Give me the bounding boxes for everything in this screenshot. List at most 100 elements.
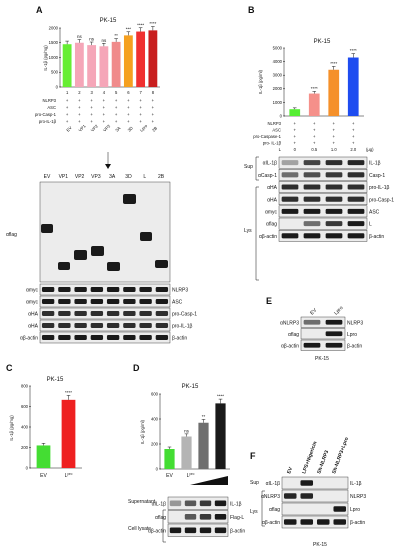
row-mark: + [90,112,93,117]
blot-protein-label: IL-1β [369,161,381,167]
row-mark: + [103,112,106,117]
blot-protein-label: ASC [369,210,380,216]
y-tick-label: 2000 [49,25,59,30]
blot-band [139,311,152,316]
category-label: Lpro [65,472,73,479]
blot-band [281,160,299,166]
blot-band [58,323,71,328]
blot-band [106,299,120,304]
row-mark: + [152,98,155,103]
flag-band-vp3 [91,246,104,256]
blot-band [325,208,343,214]
row-mark: + [127,112,130,117]
y-tick-label: 0 [280,113,283,118]
row-mark: + [313,128,316,133]
blot-band [300,493,314,499]
blot-band [41,335,55,340]
blot-band [123,299,136,304]
flag-band-vp1 [58,262,70,270]
blot-band [139,299,152,304]
row-mark: + [90,98,93,103]
blot-antibody-label: αflag [155,515,166,521]
y-tick-label: 200 [151,441,159,446]
blot-band [214,500,227,507]
y-tick-label: 500 [51,70,59,75]
category-label: Lpro [187,472,195,479]
blot-band [303,319,321,325]
lane-number: 2 [78,90,81,95]
blot-lane-label: LPS+Nigericin [301,441,318,475]
panel-e-letter: E [266,296,272,306]
blot-band [325,196,343,202]
significance-label: *** [126,26,132,31]
blot-band [155,311,169,316]
blot-band [199,500,212,507]
row-mark: + [127,98,130,103]
row-label: pro-Casp-1 [35,112,57,117]
blot-antibody-label: αβ-actin [148,528,166,534]
blot-band [106,311,120,316]
panel-c: C PK-15 IL-1β (pg/mg) 0 200 400 600 800 **** E… [6,363,82,479]
blot-antibody-label: αflag [269,507,280,513]
blot-band [106,323,120,328]
panel-c-letter: C [6,363,13,373]
row-mark: + [90,105,93,110]
row-mark: + [139,105,142,110]
bar-0 [289,109,301,116]
blot-antibody-label: αCasp-1 [258,173,277,179]
panel-a-category-labels: EV VP1 VP2 VP3 3A 3D Lpro 2B [65,123,158,133]
blot-band [74,323,87,328]
blot-lane-label: 2B [158,174,165,180]
blot-lane-label: EV [286,466,294,475]
row-mark: + [115,119,118,124]
significance-label: **** [137,22,144,27]
row-mark: + [352,121,355,126]
lane-number: 8 [152,90,155,95]
blot-protein-label: L [369,222,372,228]
y-tick-label: 600 [151,391,159,396]
blot-band [58,311,71,316]
blot-band [184,513,197,520]
panel-d-letter: D [133,363,140,373]
category-label: VP2 [90,123,100,133]
blot-band [199,513,212,520]
blot-protein-label: pro-Casp-1 [369,197,394,203]
blot-band [303,221,321,227]
significance-label: ** [114,33,118,38]
bar-lpro [61,399,76,468]
row-mark: + [333,134,336,139]
blot-band [347,208,365,214]
row-mark: + [152,105,155,110]
blot-protein-label: β-actin [230,528,245,534]
blot-protein-label: IL-1β [230,501,242,507]
blot-protein-label: Lpro [350,507,360,513]
row-mark: + [352,128,355,133]
blot-protein-label: NLRP3 [172,288,188,294]
row-label: ASC [272,128,281,133]
y-tick-label: 200 [21,445,29,450]
blot-band [347,233,365,239]
y-tick-label: 0 [56,84,59,89]
row-label: ASC [47,105,56,110]
blot-band [184,527,197,534]
blot-strip [39,331,171,344]
blot-protein-label: β-actin [350,520,365,526]
blot-band [347,184,365,190]
panel-f-strips: αIL-1β IL-1β αNLRP3 NLRP3 αflag Lpro αβ-actin β… [261,476,366,529]
blot-band [90,335,104,340]
blot-band [347,172,365,178]
panel-d-ylabel: IL-1β (pg/ml) [140,419,145,443]
panel-d-strips: αIL-1β IL-1β αflag Flag-L αβ-actin β-actin [148,496,245,537]
row-mark: + [294,128,297,133]
panel-a-strips: αmyc NLRP3 αmyc ASC αHA pro-Casp-1 αHA pro-IL-1… [20,283,197,344]
category-label: VP1 [78,123,88,133]
blot-antibody-label: αmyc [265,210,278,216]
row-mark: + [78,105,81,110]
blot-band [303,208,321,214]
panel-a-lane-numbers: 1 2 3 4 5 6 7 8 [66,90,155,95]
blot-band [303,233,321,239]
panel-f-group-sup: Sup [250,480,259,486]
blot-band [123,287,136,292]
panel-a-title: PK-15 [100,18,117,24]
